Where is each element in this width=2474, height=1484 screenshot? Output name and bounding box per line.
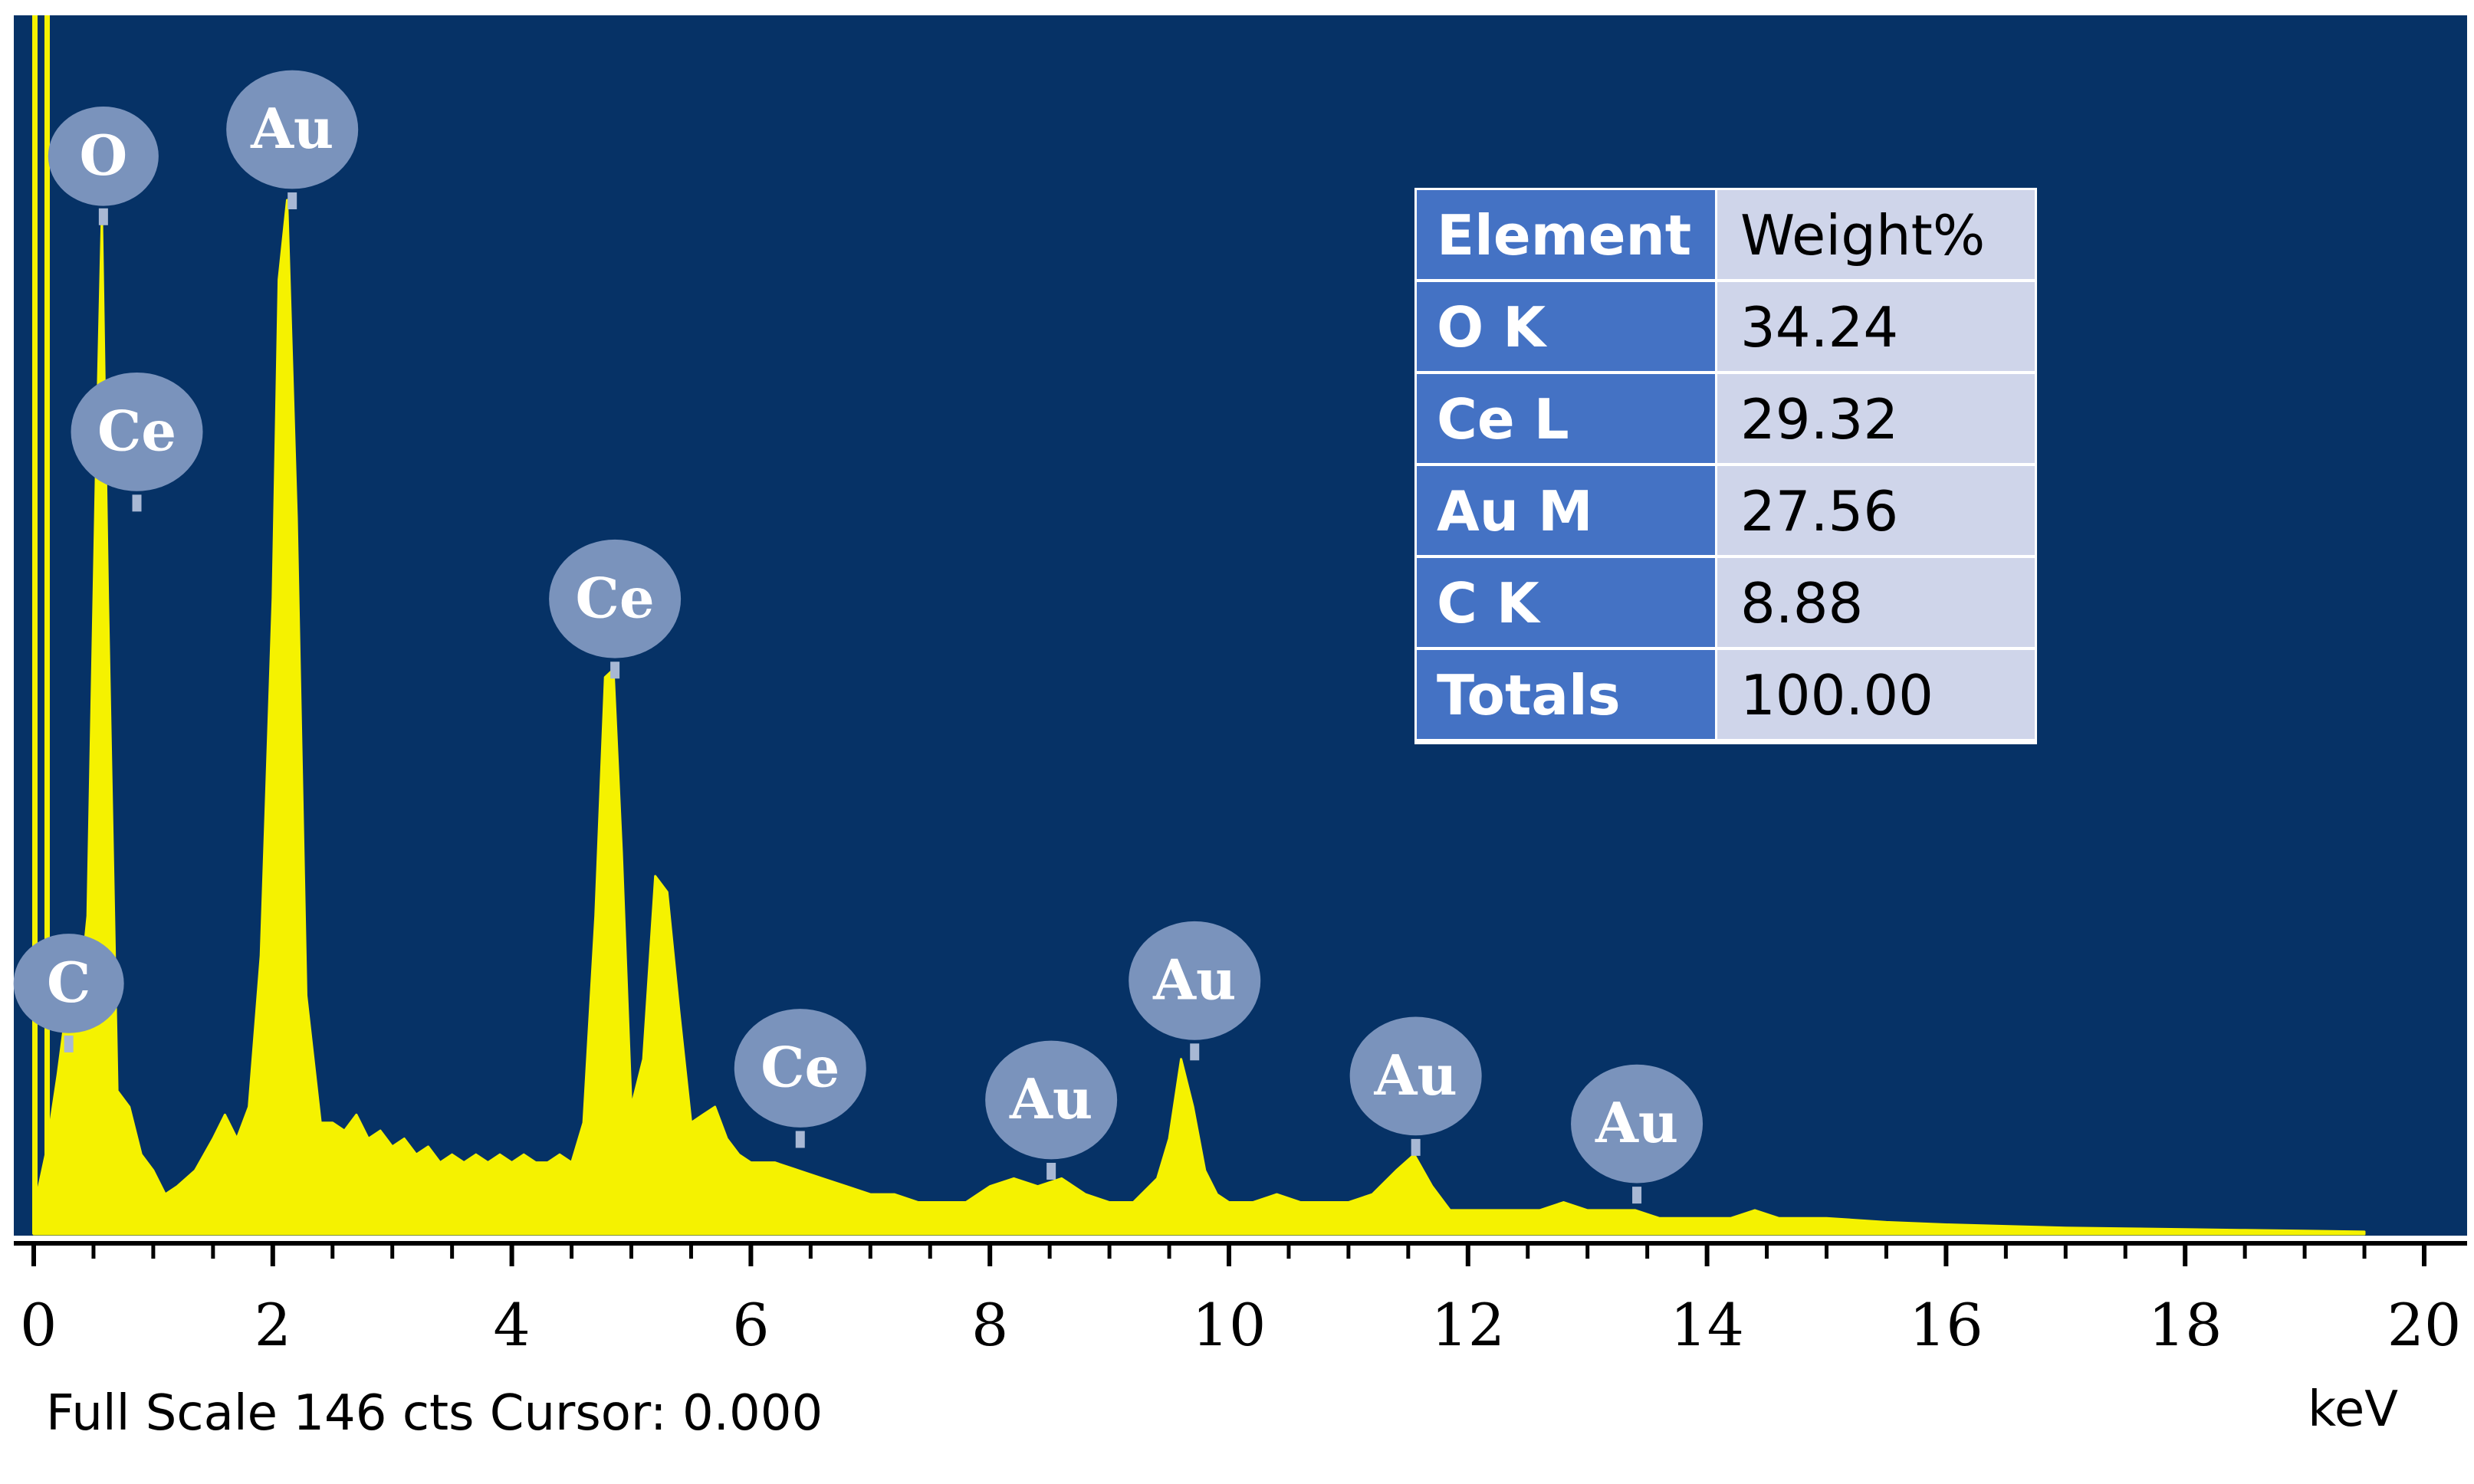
table-cell <box>1417 466 1715 555</box>
peak-label-bubble <box>985 1040 1118 1160</box>
table-cell <box>1717 650 2035 739</box>
peak-label-bubble <box>226 70 359 189</box>
x-tick-label: 18 <box>2148 1291 2223 1359</box>
peak-label-text: Au <box>1009 1066 1092 1131</box>
table-weight-value: 8.88 <box>1740 571 1863 635</box>
peak-label-pointer <box>132 494 142 512</box>
table-cell <box>1717 190 2035 279</box>
peak-label-bubble <box>1571 1064 1704 1184</box>
composition-table: Element Weight% O K 34.24 Ce L 29.32 Au M 27.56… <box>1414 188 2037 744</box>
table-cell <box>1417 374 1715 463</box>
x-tick-label: 10 <box>1192 1291 1267 1359</box>
cursor-line <box>32 15 38 1234</box>
peak-label: Au <box>1129 921 1261 1061</box>
peak-label-text: Au <box>1595 1090 1678 1155</box>
peak-label-text: Ce <box>576 565 655 630</box>
peak-label-bubble <box>1349 1016 1482 1136</box>
x-tick-label: 8 <box>971 1291 1008 1359</box>
x-tick-label: 20 <box>2387 1291 2462 1359</box>
x-tick-label: 4 <box>493 1291 530 1359</box>
table-cell <box>1717 282 2035 371</box>
x-axis-unit: keV <box>2308 1381 2398 1438</box>
x-axis: 0 2 4 6 8 10 12 14 16 18 20 <box>14 1241 2467 1359</box>
peak-label-pointer <box>64 1035 74 1052</box>
peak-label: Ce <box>71 372 203 512</box>
peak-label: Ce <box>549 539 682 679</box>
peak-label-bubble <box>13 934 124 1033</box>
peak-label: O <box>48 106 159 225</box>
table-weight-value: 34.24 <box>1740 295 1898 360</box>
table-element-name: Ce L <box>1437 387 1569 451</box>
peak-label-bubble <box>1129 921 1261 1040</box>
peak-label-text: Au <box>1152 947 1236 1012</box>
peak-label-pointer <box>1411 1138 1421 1156</box>
table-weight-value: 29.32 <box>1740 387 1898 451</box>
peak-label-pointer <box>98 208 108 225</box>
peak-label: Au <box>985 1040 1118 1180</box>
x-tick-label: 2 <box>255 1291 291 1359</box>
peak-label: C <box>13 934 124 1052</box>
footer-readout: Full Scale 146 cts Cursor: 0.000 <box>46 1385 823 1442</box>
table-element-name: C K <box>1437 571 1541 635</box>
peak-label-text: Ce <box>761 1034 839 1099</box>
spectrum-series-0 <box>32 199 2366 1236</box>
x-tick-label: 16 <box>1909 1291 1983 1359</box>
peak-label: Ce <box>734 1009 866 1148</box>
table-element-name: O K <box>1437 295 1547 360</box>
table-element-name: Au M <box>1437 479 1593 543</box>
table-cell <box>1717 558 2035 647</box>
peak-label-pointer <box>1046 1162 1056 1180</box>
peak-label-text: Au <box>250 96 333 161</box>
peak-label-bubble <box>48 106 159 206</box>
peak-label: Au <box>226 70 359 210</box>
x-tick-label: 12 <box>1431 1291 1505 1359</box>
peak-label-bubble <box>71 372 203 491</box>
plot-area <box>14 15 2467 1236</box>
x-tick-label: 6 <box>732 1291 769 1359</box>
table-weight-value: 27.56 <box>1740 479 1898 543</box>
peak-label-text: Au <box>1374 1042 1457 1108</box>
peak-label-bubble <box>549 539 682 658</box>
x-tick-label: 14 <box>1670 1291 1744 1359</box>
table-cell <box>1717 374 2035 463</box>
peak-label-pointer <box>795 1131 805 1148</box>
table-cell <box>1417 190 1715 279</box>
peak-label-pointer <box>287 192 297 210</box>
cursor-line <box>44 15 50 1234</box>
x-tick-label: 0 <box>20 1291 57 1359</box>
table-cell <box>1417 282 1715 371</box>
peak-label: Au <box>1571 1064 1704 1204</box>
peak-labels: O Au Ce Ce C Ce Au Au Au Au <box>13 70 1704 1204</box>
table-cell <box>1417 558 1715 647</box>
table-cell <box>1717 466 2035 555</box>
peak-label-bubble <box>734 1009 866 1128</box>
peak-label-text: O <box>80 123 128 188</box>
peak-label-pointer <box>1190 1043 1200 1061</box>
peak-label-text: Ce <box>97 398 176 463</box>
spectrum-layer <box>32 15 2366 1236</box>
table-header-element: Element <box>1437 203 1691 268</box>
table-element-name: Totals <box>1437 663 1621 727</box>
peak-label: Au <box>1349 1016 1482 1156</box>
table-weight-value: 100.00 <box>1740 663 1934 727</box>
peak-label-pointer <box>610 662 620 679</box>
table-cell <box>1417 650 1715 739</box>
peak-label-text: C <box>47 950 90 1015</box>
table-header-weight: Weight% <box>1740 203 1985 268</box>
peak-label-pointer <box>1632 1187 1642 1204</box>
